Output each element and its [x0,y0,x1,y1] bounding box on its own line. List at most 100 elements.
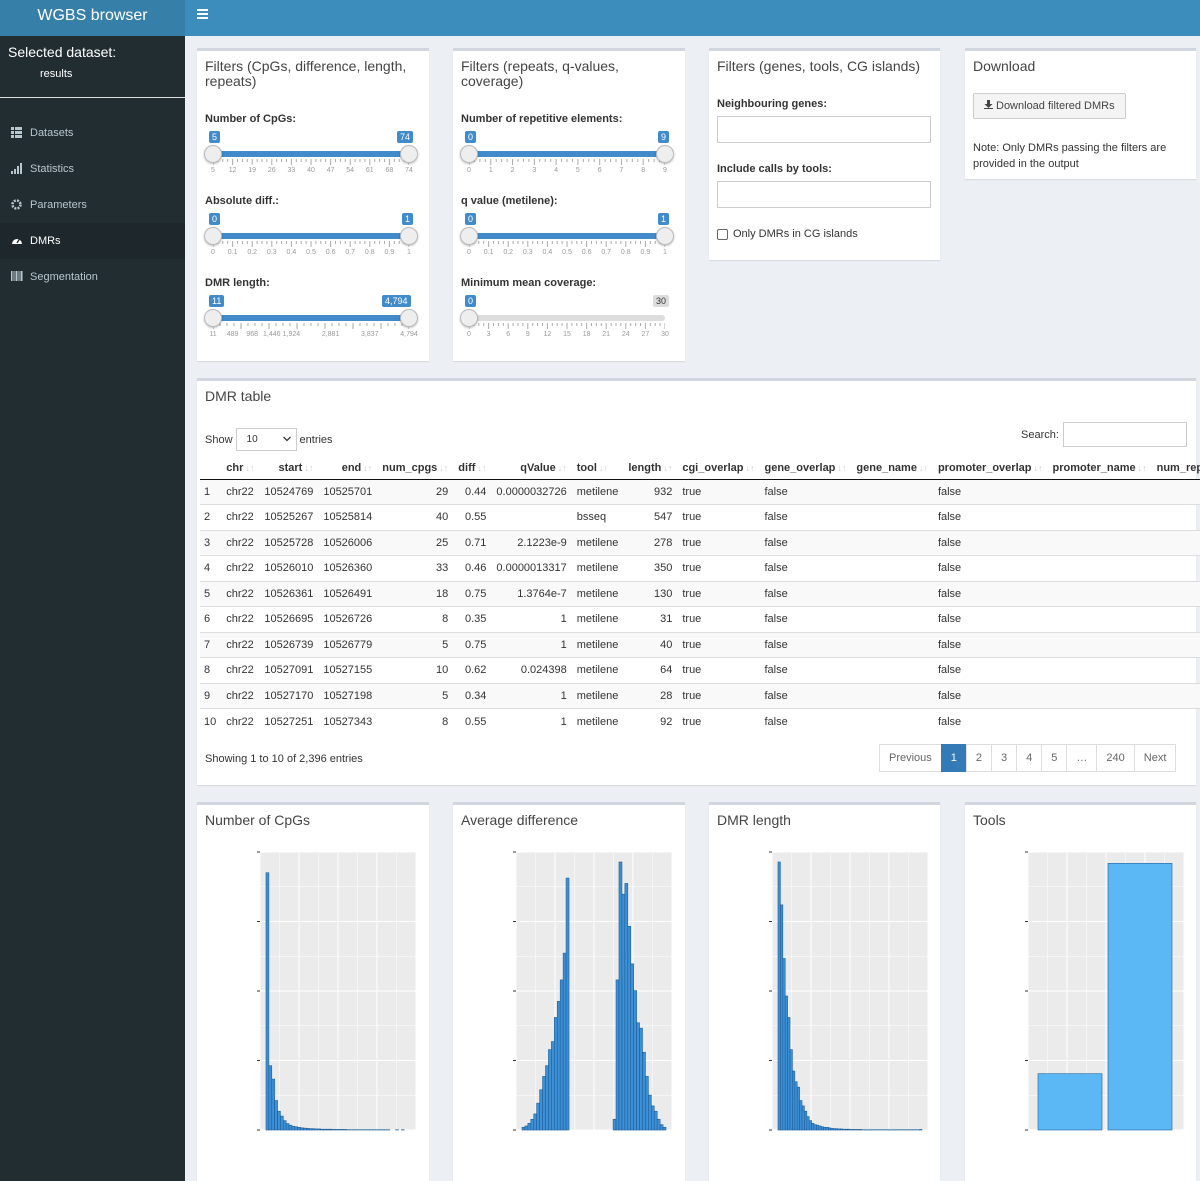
sort-icon[interactable]: ↓↑ [1033,463,1043,474]
column-header-promoter-overlap[interactable]: promoter_overlap ↓↑ [933,458,1049,480]
column-header-qValue[interactable]: qValue ↓↑ [492,458,573,480]
sort-icon[interactable]: ↓↑ [557,463,567,474]
table-row[interactable]: 10 chr22 10527251 10527343 8 0.55 1 metilene 92 t… [200,708,1200,734]
table-row[interactable]: 8 chr22 10527091 10527155 10 0.62 0.024398 meti… [200,657,1200,683]
table-row[interactable]: 4 chr22 10526010 10526360 33 0.46 0.0000013317… [200,555,1200,581]
diff-slider[interactable]: 0 0.1 0.2 0.3 0.4 0.5 0.6 0.7 0.8 0.9 1 0 1 [204,211,418,259]
sort-icon[interactable]: ↓↑ [598,463,608,474]
slider-tick-label: 12 [228,167,237,174]
slider-handle-max[interactable] [400,227,418,245]
column-header-promoter-name[interactable]: promoter_name ↓↑ [1048,458,1153,480]
pagination-page[interactable]: 4 [1016,744,1043,772]
slider-handle-max[interactable] [400,309,418,327]
slider-tick-label: 0.9 [384,249,395,256]
slider-handle-min[interactable] [460,227,478,245]
slider-handle-max[interactable] [656,145,674,163]
column-header-diff[interactable]: diff ↓↑ [454,458,493,480]
table-cell [852,657,934,683]
slider-handle-min[interactable] [460,309,478,327]
table-row[interactable]: 3 chr22 10525728 10526006 25 0.71 2.1223e-9 met… [200,529,1200,556]
sort-icon[interactable]: ↓↑ [439,463,449,474]
column-header-label: diff [458,462,476,475]
pagination-previous[interactable]: Previous [879,744,942,772]
sort-icon[interactable]: ↓↑ [477,463,487,474]
table-cell: false [760,504,853,530]
table-row[interactable]: 9 chr22 10527170 10527198 5 0.34 1 metilene 28 tr… [200,682,1200,709]
sidebar-item-dmrs[interactable]: DMRs [0,223,185,259]
entries-select[interactable]: 10 [235,428,297,451]
repeats-slider[interactable]: 0 1 2 3 4 5 6 7 8 9 0 9 [460,129,674,177]
sort-icon[interactable]: ↓↑ [363,463,373,474]
column-header-num-repeats[interactable]: num_repeats [1152,458,1200,480]
slider-bar [213,151,409,157]
cgi-checkbox[interactable] [717,228,728,240]
histogram-bar [823,1127,827,1131]
slider-handle-max[interactable] [400,145,418,163]
table-row[interactable]: 5 chr22 10526361 10526491 18 0.75 1.3764e-7 met… [200,580,1200,607]
pagination-page[interactable]: 2 [965,744,993,772]
slider-tick-label: 30 [661,331,669,338]
histogram-bar [645,1076,649,1131]
length-slider[interactable]: 11 489 968 1,446 1,924 2,881 3,837 4,794 11 4,794 [204,293,418,341]
search-input[interactable] [1063,422,1187,447]
slider-handle-min[interactable] [204,227,222,245]
diff-histogram [513,851,673,1131]
column-header-label: end [341,462,362,475]
sidebar-item-statistics[interactable]: Statistics [0,151,185,187]
pagination-page[interactable]: 240 [1096,744,1135,772]
sidebar-item-parameters[interactable]: Parameters [0,187,185,223]
qvalue-slider[interactable]: 0 0.1 0.2 0.3 0.4 0.5 0.6 0.7 0.8 0.9 1 0 1 [460,211,674,259]
sort-icon[interactable]: ↓↑ [837,463,847,474]
gear-icon [11,199,23,211]
tools-input[interactable] [717,181,931,208]
table-cell: 29 [378,478,455,505]
slider-max-value: 9 [658,131,670,143]
table-info: Showing 1 to 10 of 2,396 entries [205,753,363,765]
column-header-gene-overlap[interactable]: gene_overlap ↓↑ [760,458,853,480]
slider-handle-max[interactable] [656,227,674,245]
table-row[interactable]: 7 chr22 10526739 10526779 5 0.75 1 metilene 40 tr… [200,631,1200,658]
slider-tick-label: 0.1 [227,249,238,256]
histogram-bar [837,1128,841,1131]
sort-icon[interactable]: ↓↑ [745,463,755,474]
download-button[interactable]: Download filtered DMRs [973,93,1126,119]
sort-icon[interactable]: ↓↑ [918,463,928,474]
column-header-length[interactable]: length ↓↑ [624,458,679,480]
pagination-page[interactable]: 3 [991,744,1018,772]
column-header-tool[interactable]: tool ↓↑ [572,458,625,480]
table-row[interactable]: 1 chr22 10524769 10525701 29 0.44 0.0000032726… [200,478,1200,505]
sort-icon[interactable]: ↓↑ [245,463,255,474]
cpgs-slider[interactable]: 5 12 19 26 33 40 47 54 61 68 74 5 74 [204,129,418,177]
sort-icon[interactable]: ↓↑ [663,463,673,474]
sidebar-item-datasets[interactable]: Datasets [0,115,185,151]
table-cell: metilene [572,478,625,505]
box-title: Filters (genes, tools, CG islands) [717,58,921,74]
column-header-end[interactable]: end ↓↑ [319,458,379,480]
pagination-page[interactable]: 5 [1041,744,1068,772]
sort-icon[interactable]: ↓↑ [1137,463,1147,474]
column-header-cgi-overlap[interactable]: cgi_overlap ↓↑ [678,458,761,480]
histogram-bar [559,979,564,1131]
histogram-bar [849,1129,853,1131]
coverage-slider[interactable]: 0 3 6 9 12 15 18 21 24 27 30 0 30 [460,293,673,341]
column-header-start[interactable]: start ↓↑ [260,458,320,480]
slider-tick-label: 9 [525,331,530,338]
sidebar-item-segmentation[interactable]: Segmentation [0,259,185,295]
slider-handle-min[interactable] [460,145,478,163]
table-cell: 0.62 [454,657,493,683]
sort-icon[interactable]: ↓↑ [304,463,314,474]
column-header-num-cpgs[interactable]: num_cpgs ↓↑ [378,458,455,480]
slider-handle-min[interactable] [204,145,222,163]
slider-handle-min[interactable] [204,309,222,327]
table-row[interactable]: 2 chr22 10525267 10525814 40 0.55 bsseq 547 true… [200,504,1200,530]
table-row[interactable]: 6 chr22 10526695 10526726 8 0.35 1 metilene 31 tr… [200,606,1200,632]
sidebar-item-label: Statistics [30,163,75,175]
bar-chart-icon [11,163,23,175]
sidebar-toggle-icon[interactable] [197,7,208,21]
column-header-chr[interactable]: chr ↓↑ [222,458,261,480]
column-header-gene-name[interactable]: gene_name ↓↑ [852,458,934,480]
pagination-next[interactable]: Next [1133,744,1177,772]
pagination-page[interactable]: 1 [940,744,967,772]
genes-input[interactable] [717,116,931,143]
cpgs-histogram [257,851,417,1131]
